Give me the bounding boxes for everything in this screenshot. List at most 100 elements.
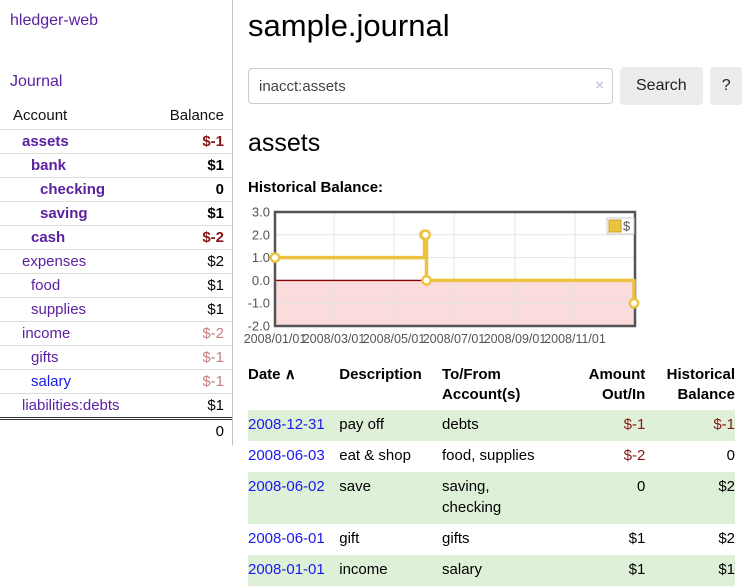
- transaction-date-link[interactable]: 2008-06-03: [248, 446, 325, 464]
- clear-search-icon[interactable]: ×: [595, 77, 604, 94]
- account-row: income $-2: [0, 321, 232, 346]
- account-link-assets[interactable]: assets: [22, 133, 69, 150]
- register-description-cell: pay off: [339, 416, 384, 433]
- account-row: salary $-1: [0, 369, 232, 394]
- sidebar-nav: Journal: [0, 73, 232, 91]
- register-row: 2008-06-02 save saving, checking 0 $2: [248, 471, 735, 524]
- register-row: 2008-06-03 eat & shop food, supplies $-2 0: [248, 441, 735, 472]
- account-link-expenses[interactable]: expenses: [22, 253, 87, 270]
- y-axis-tick-label: 1.0: [252, 250, 270, 265]
- register-balance-cell: $1: [718, 560, 735, 578]
- app-title: hledger-web: [0, 0, 232, 30]
- x-axis-tick-label: 2008/05/01: [363, 332, 426, 346]
- transaction-date-link[interactable]: 2008-06-02: [248, 477, 325, 495]
- register-balance-cell: $2: [718, 530, 735, 547]
- register-description-cell: save: [339, 477, 371, 495]
- account-row: saving $1: [0, 201, 232, 226]
- account-link-gifts[interactable]: gifts: [31, 349, 59, 366]
- register-balance-cell: $-1: [713, 416, 735, 433]
- y-axis-tick-label: 2.0: [252, 227, 270, 242]
- y-axis-tick-label: -2.0: [248, 319, 270, 334]
- sort-asc-icon: ∧: [284, 366, 296, 383]
- accounts-total-row: 0: [0, 417, 232, 443]
- legend-swatch: [608, 219, 622, 233]
- account-row: expenses $2: [0, 249, 232, 274]
- register-row: 2008-01-01 income salary $1 $1: [248, 554, 735, 586]
- register-tbody: 2008-12-31 pay off debts $-1 $-1 2008-06-03 ea…: [248, 410, 735, 586]
- account-row: liabilities:debts $1: [0, 393, 232, 419]
- accounts-table: Account Balance assets $-1 bank $1 checking 0…: [0, 103, 232, 443]
- accounts-total-balance: 0: [152, 417, 232, 443]
- account-balance: $-2: [152, 321, 232, 346]
- x-axis-tick-label: 2008/03/01: [303, 332, 366, 346]
- register-header-date[interactable]: Date ∧: [248, 366, 296, 383]
- search-button[interactable]: Search: [620, 67, 703, 105]
- register-amount-cell: $1: [628, 560, 646, 578]
- search-form: × Search ?: [248, 67, 742, 105]
- accounts-header-account: Account: [0, 103, 153, 130]
- main-panel: sample.journal × Search ? assets Histori…: [233, 0, 742, 586]
- account-heading: assets: [248, 129, 321, 157]
- register-header-description: Description: [339, 366, 422, 383]
- register-accounts-cell: gifts: [442, 530, 470, 547]
- account-balance: $-2: [152, 225, 232, 250]
- x-axis-tick-label: 2008/11/01: [544, 332, 606, 346]
- register-table: Date ∧ Description To/From Account(s) Am…: [248, 363, 735, 586]
- register-date-cell: 2008-01-01: [248, 555, 339, 586]
- chart-label: Historical Balance:: [248, 179, 384, 196]
- account-link-cash[interactable]: cash: [31, 229, 66, 246]
- account-link-checking[interactable]: checking: [40, 181, 106, 198]
- data-point-marker: [421, 275, 432, 286]
- account-row: food $1: [0, 273, 232, 298]
- account-row: supplies $1: [0, 297, 232, 322]
- account-link-income[interactable]: income: [22, 325, 71, 342]
- register-description-cell: gift: [339, 530, 360, 547]
- transaction-date-link[interactable]: 2008-01-01: [248, 560, 325, 578]
- y-axis-tick-label: 3.0: [252, 205, 270, 220]
- account-balance: $1: [152, 201, 232, 226]
- account-balance: $-1: [152, 369, 232, 394]
- x-axis-tick-label: 2008/09/01: [484, 332, 547, 346]
- x-axis-tick-label: 2008/01/01: [244, 332, 307, 346]
- register-amount-cell: $1: [628, 530, 646, 547]
- account-link-liabilities-debts[interactable]: liabilities:debts: [22, 397, 120, 414]
- register-accounts-cell: debts: [442, 416, 479, 433]
- balance-chart-svg[interactable]: 3.0 2.0 1.0 0.0 -1.0 -2.02008/01/012008/03/01…: [244, 205, 735, 347]
- account-link-supplies[interactable]: supplies: [31, 301, 87, 318]
- register-amount-cell: $-1: [623, 416, 646, 433]
- y-axis-tick-label: -1.0: [248, 296, 270, 311]
- register-header-amount: Amount Out/In: [588, 366, 646, 403]
- account-balance: $1: [152, 153, 232, 178]
- register-amount-cell: $-2: [623, 446, 646, 464]
- data-point-marker: [269, 252, 281, 263]
- page-title: sample.journal: [248, 8, 450, 43]
- legend-label: $: [623, 219, 631, 234]
- account-row: gifts $-1: [0, 345, 232, 370]
- register-description-cell: eat & shop: [339, 446, 411, 464]
- register-header-row: Date ∧ Description To/From Account(s) Am…: [248, 363, 735, 410]
- account-link-bank[interactable]: bank: [31, 157, 67, 174]
- register-header-accounts: To/From Account(s): [442, 366, 521, 403]
- transaction-date-link[interactable]: 2008-12-31: [248, 416, 325, 433]
- account-balance: $-1: [152, 345, 232, 370]
- register-header-balance: Historical Balance: [666, 366, 735, 403]
- account-link-salary[interactable]: salary: [31, 373, 72, 390]
- search-input-wrap: ×: [248, 68, 613, 104]
- app-title-link[interactable]: hledger-web: [10, 12, 99, 29]
- help-button[interactable]: ?: [709, 67, 742, 105]
- account-row: cash $-2: [0, 225, 232, 250]
- sidebar-item-journal[interactable]: Journal: [10, 73, 63, 90]
- register-date-cell: 2008-06-01: [248, 524, 339, 555]
- register-balance-cell: 0: [726, 446, 735, 464]
- historical-balance-chart[interactable]: 3.0 2.0 1.0 0.0 -1.0 -2.0 2008/01/01 2008/03/01…: [244, 205, 735, 347]
- account-link-saving[interactable]: saving: [40, 205, 88, 222]
- transaction-date-link[interactable]: 2008-06-01: [248, 530, 325, 547]
- register-date-cell: 2008-06-03: [248, 441, 339, 472]
- data-point-marker: [420, 229, 431, 241]
- account-row: assets $-1: [0, 130, 232, 154]
- register-accounts-cell: saving, checking: [442, 477, 502, 517]
- register-date-cell: 2008-12-31: [248, 410, 339, 441]
- account-row: checking 0: [0, 177, 232, 202]
- search-input[interactable]: [248, 68, 613, 104]
- account-link-food[interactable]: food: [31, 277, 61, 294]
